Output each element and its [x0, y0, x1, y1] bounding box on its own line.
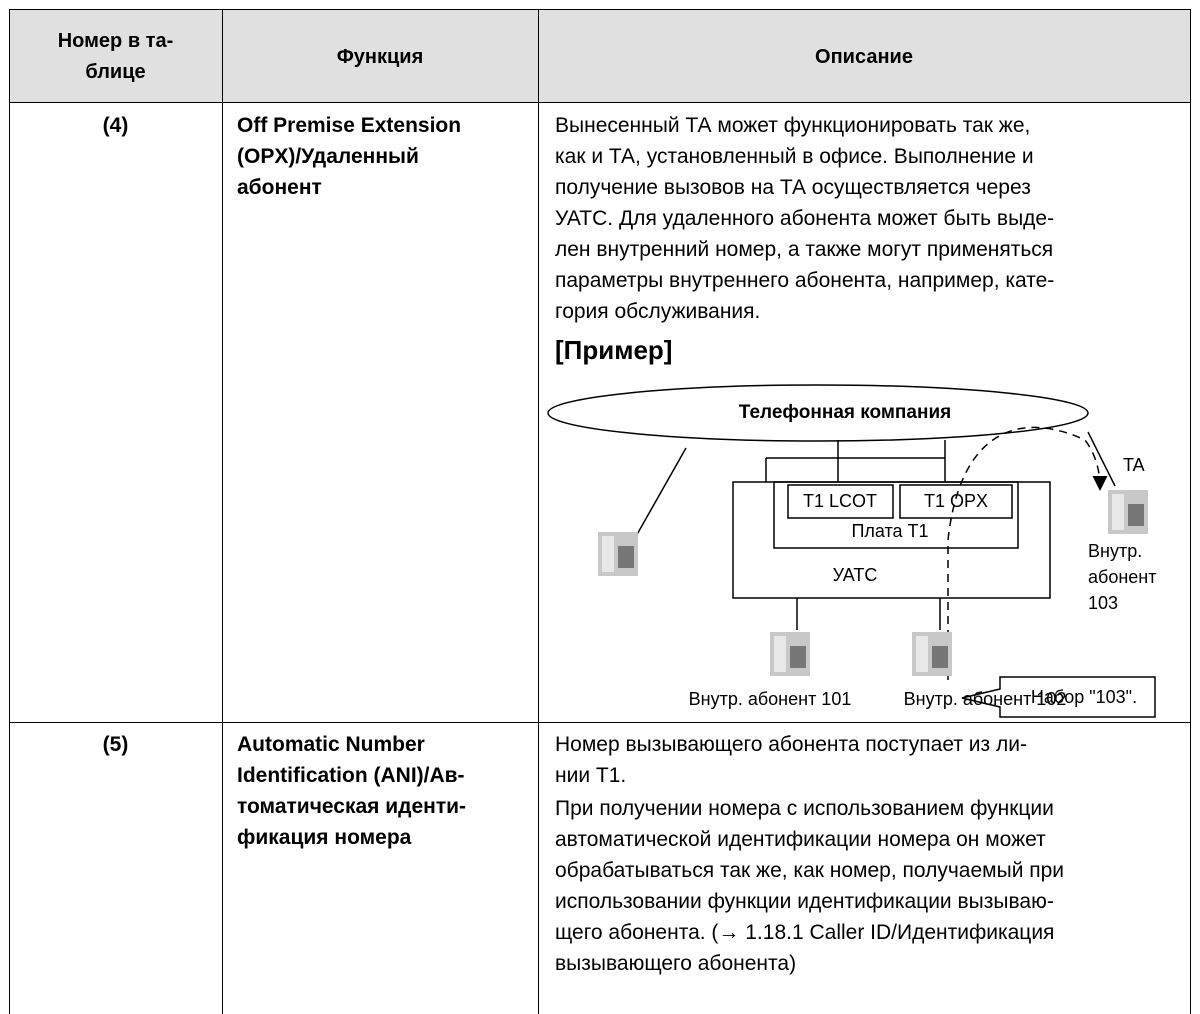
description: Номер вызывающего абонента поступает из … [555, 733, 1027, 756]
label: Набор "103". [1031, 687, 1137, 707]
function-name: Identification (ANI)/Ав- [237, 764, 465, 787]
label: TA [1123, 455, 1145, 475]
label: T1 OPX [924, 491, 988, 511]
description: получение вызовов на ТА осуществляется ч… [555, 176, 1031, 199]
label: Плата T1 [851, 521, 928, 541]
header-bg [9, 9, 1191, 102]
row-number: (4) [102, 114, 129, 137]
label: Внутр. абонент 102 [904, 689, 1067, 709]
header-cell: Функция [336, 45, 424, 68]
description: обрабатываться так же, как номер, получа… [555, 859, 1065, 882]
border [538, 9, 539, 1014]
description: вызывающего абонента) [555, 952, 797, 975]
description: параметры внутреннего абонента, например… [555, 269, 1055, 292]
description: лен внутренний номер, а также могут прим… [555, 238, 1054, 261]
description: щего абонента. (→ 1.18.1 Caller ID/Идент… [555, 921, 1055, 944]
description: гория обслуживания. [555, 300, 761, 323]
border [9, 9, 10, 1014]
border [9, 102, 1191, 103]
border [1190, 9, 1191, 1014]
border [9, 722, 1191, 723]
description: как и ТА, установленный в офисе. Выполне… [555, 145, 1034, 168]
function-name: Off Premise Extension [237, 114, 462, 137]
description: использовании функции идентификации вызы… [555, 890, 1054, 913]
function-name: абонент [237, 176, 322, 199]
header-cell: блице [85, 61, 146, 83]
border [9, 9, 1191, 10]
function-name: томатическая иденти- [237, 795, 467, 818]
function-name: фикация номера [237, 826, 412, 849]
header-cell: Описание [815, 45, 913, 68]
header-cell: Номер в та- [57, 30, 174, 52]
diagram-lines [547, 384, 1156, 718]
label: T1 LCOT [803, 491, 877, 511]
function-name: Automatic Number [237, 733, 425, 756]
description: Вынесенный ТА может функционировать так … [555, 114, 1031, 137]
label: УАТС [833, 565, 878, 585]
border [222, 9, 223, 1014]
function-name: (OPX)/Удаленный [237, 145, 419, 168]
description: УАТС. Для удаленного абонента может быть… [555, 207, 1055, 230]
description: автоматической идентификации номера он м… [555, 828, 1046, 851]
label: Внутр. абонент 101 [689, 689, 852, 709]
row-number: (5) [102, 733, 129, 756]
label: абонент [1088, 567, 1156, 587]
example-heading: [Пример] [555, 335, 673, 365]
label: Внутр. [1088, 541, 1142, 561]
description: нии T1. [555, 764, 627, 787]
description: При получении номера с использованием фу… [555, 797, 1054, 820]
label: 103 [1088, 593, 1118, 613]
label: Телефонная компания [739, 402, 951, 423]
